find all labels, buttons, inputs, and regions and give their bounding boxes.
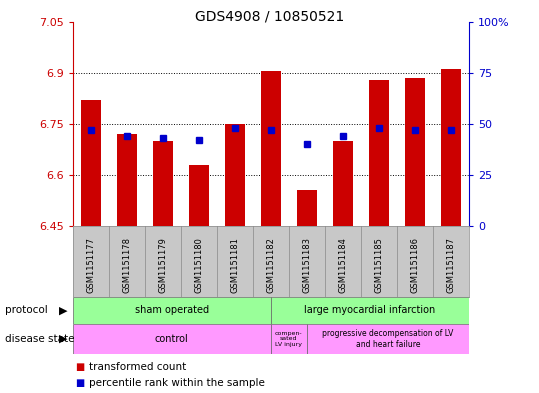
Text: transformed count: transformed count bbox=[89, 362, 186, 373]
Text: ■: ■ bbox=[75, 378, 85, 388]
Text: ■: ■ bbox=[75, 362, 85, 373]
Text: GSM1151180: GSM1151180 bbox=[195, 237, 203, 293]
Bar bbox=[73, 324, 271, 354]
Text: GSM1151181: GSM1151181 bbox=[230, 237, 239, 293]
Text: ▶: ▶ bbox=[59, 305, 67, 316]
Text: GSM1151184: GSM1151184 bbox=[338, 237, 347, 293]
Bar bbox=[153, 141, 172, 226]
Text: compen-
sated
LV injury: compen- sated LV injury bbox=[275, 331, 303, 347]
Text: GSM1151178: GSM1151178 bbox=[122, 237, 132, 293]
Bar bbox=[369, 79, 389, 226]
Bar bbox=[405, 78, 425, 226]
Text: GSM1151183: GSM1151183 bbox=[302, 237, 312, 293]
Text: GSM1151187: GSM1151187 bbox=[446, 237, 455, 293]
Bar bbox=[261, 71, 281, 226]
Text: sham operated: sham operated bbox=[135, 305, 209, 316]
Text: GSM1151177: GSM1151177 bbox=[86, 237, 95, 293]
Text: GDS4908 / 10850521: GDS4908 / 10850521 bbox=[195, 10, 344, 24]
Text: large myocardial infarction: large myocardial infarction bbox=[304, 305, 436, 316]
Bar bbox=[117, 134, 137, 226]
Text: ▶: ▶ bbox=[59, 334, 67, 344]
Text: progressive decompensation of LV
and heart failure: progressive decompensation of LV and hea… bbox=[322, 329, 454, 349]
Text: percentile rank within the sample: percentile rank within the sample bbox=[89, 378, 265, 388]
Text: GSM1151186: GSM1151186 bbox=[410, 237, 419, 293]
Bar bbox=[81, 100, 101, 226]
Bar bbox=[441, 69, 461, 226]
Bar bbox=[297, 190, 317, 226]
Text: GSM1151185: GSM1151185 bbox=[375, 237, 383, 293]
Text: control: control bbox=[155, 334, 189, 344]
Text: GSM1151182: GSM1151182 bbox=[266, 237, 275, 293]
Bar bbox=[225, 124, 245, 226]
Text: protocol: protocol bbox=[5, 305, 48, 316]
Bar bbox=[333, 141, 353, 226]
Bar bbox=[189, 165, 209, 226]
Text: GSM1151179: GSM1151179 bbox=[158, 237, 167, 293]
Text: disease state: disease state bbox=[5, 334, 75, 344]
Bar bbox=[307, 324, 469, 354]
Bar bbox=[271, 324, 307, 354]
Bar bbox=[73, 297, 271, 324]
Bar bbox=[271, 297, 469, 324]
